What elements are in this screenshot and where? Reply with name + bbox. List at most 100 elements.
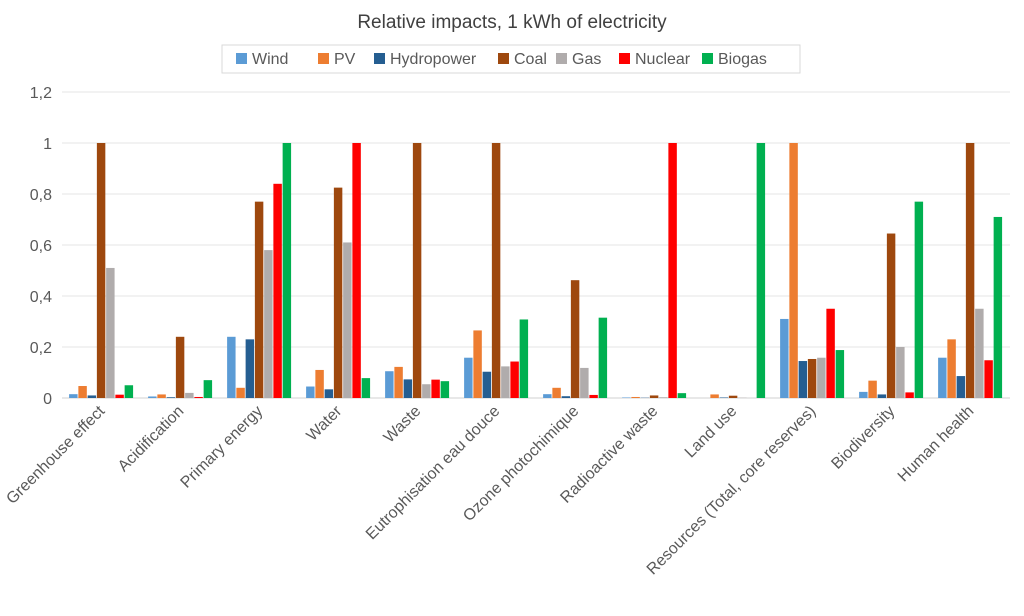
bar-pv-4	[394, 367, 402, 398]
bar-wind-7	[622, 397, 630, 398]
bar-gas-2	[264, 250, 272, 398]
x-tick-label: Biodiversity	[828, 403, 898, 473]
bar-pv-9	[789, 143, 797, 398]
bar-nuclear-1	[194, 397, 202, 398]
y-tick-label: 1,2	[30, 85, 52, 102]
bar-coal-3	[334, 188, 342, 398]
bar-biogas-8	[757, 143, 765, 398]
bar-nuclear-7	[668, 143, 676, 398]
bar-nuclear-0	[115, 395, 123, 398]
bar-wind-4	[385, 371, 393, 398]
bar-wind-2	[227, 337, 235, 398]
bar-hydropower-4	[404, 379, 412, 398]
bar-coal-8	[729, 396, 737, 398]
bar-hydropower-10	[878, 394, 886, 398]
bar-coal-9	[808, 359, 816, 398]
x-tick-label: Waste	[381, 403, 425, 447]
bar-pv-2	[236, 388, 244, 398]
bar-pv-1	[157, 394, 165, 398]
bar-coal-7	[650, 395, 658, 398]
bar-gas-10	[896, 347, 904, 398]
bar-coal-10	[887, 234, 895, 398]
bar-biogas-5	[520, 319, 528, 398]
bar-coal-11	[966, 143, 974, 398]
bar-pv-0	[78, 386, 86, 398]
bar-wind-9	[780, 319, 788, 398]
bar-hydropower-2	[246, 339, 254, 398]
bar-nuclear-10	[905, 392, 913, 398]
bar-pv-11	[947, 339, 955, 398]
x-tick-label: Resources (Total, core reserves)	[644, 403, 819, 578]
legend-swatch-coal	[498, 53, 509, 64]
bar-pv-5	[473, 330, 481, 398]
bar-biogas-9	[836, 350, 844, 398]
y-tick-label: 0,6	[30, 238, 52, 255]
x-tick-label: Acidification	[115, 403, 187, 475]
y-tick-label: 0,4	[30, 289, 52, 306]
bar-biogas-2	[283, 143, 291, 398]
bar-hydropower-6	[562, 396, 570, 398]
bar-biogas-0	[125, 385, 133, 398]
bar-nuclear-2	[273, 184, 281, 398]
bar-gas-7	[659, 397, 667, 398]
bar-hydropower-11	[957, 376, 965, 398]
bar-pv-6	[552, 388, 560, 398]
bar-gas-5	[501, 366, 509, 398]
bar-hydropower-0	[88, 395, 96, 398]
legend-swatch-hydropower	[374, 53, 385, 64]
x-tick-label: Human health	[895, 403, 977, 485]
bar-coal-2	[255, 202, 263, 398]
bar-wind-11	[938, 358, 946, 398]
bar-nuclear-9	[826, 309, 834, 398]
bar-biogas-11	[994, 217, 1002, 398]
bar-coal-0	[97, 143, 105, 398]
bar-gas-1	[185, 393, 193, 398]
legend-label-coal: Coal	[514, 51, 547, 68]
y-tick-label: 1	[43, 136, 52, 153]
y-tick-label: 0,8	[30, 187, 52, 204]
bar-nuclear-4	[431, 380, 439, 398]
legend-swatch-biogas	[702, 53, 713, 64]
x-tick-label: Land use	[682, 403, 741, 462]
bar-biogas-3	[362, 378, 370, 398]
legend-box	[222, 45, 800, 73]
legend-label-wind: Wind	[252, 51, 288, 68]
bar-pv-8	[710, 394, 718, 398]
bar-biogas-7	[678, 393, 686, 398]
bar-gas-4	[422, 384, 430, 398]
bar-hydropower-9	[799, 361, 807, 398]
bar-biogas-10	[915, 202, 923, 398]
bar-wind-10	[859, 392, 867, 398]
bar-coal-4	[413, 143, 421, 398]
y-tick-label: 0	[43, 391, 52, 408]
bar-gas-3	[343, 242, 351, 398]
chart-title: Relative impacts, 1 kWh of electricity	[357, 12, 667, 33]
legend-label-gas: Gas	[572, 51, 601, 68]
bar-wind-0	[69, 394, 77, 398]
bar-biogas-1	[204, 380, 212, 398]
bar-hydropower-5	[483, 372, 491, 398]
bar-coal-1	[176, 337, 184, 398]
bar-pv-3	[315, 370, 323, 398]
bar-gas-0	[106, 268, 114, 398]
bar-nuclear-5	[510, 362, 518, 398]
x-tick-label: Greenhouse effect	[3, 402, 108, 507]
bar-pv-10	[868, 381, 876, 398]
bar-gas-6	[580, 368, 588, 398]
legend-swatch-gas	[556, 53, 567, 64]
bar-nuclear-11	[984, 360, 992, 398]
x-tick-label: Eutrophisation eau douce	[363, 403, 503, 543]
legend-swatch-wind	[236, 53, 247, 64]
bar-gas-9	[817, 358, 825, 398]
bar-gas-11	[975, 309, 983, 398]
bar-wind-5	[464, 358, 472, 398]
bar-biogas-4	[441, 381, 449, 398]
legend-label-hydropower: Hydropower	[390, 51, 477, 68]
bar-wind-3	[306, 387, 314, 398]
legend-swatch-nuclear	[619, 53, 630, 64]
bar-nuclear-3	[352, 143, 360, 398]
bar-coal-6	[571, 280, 579, 398]
legend-label-nuclear: Nuclear	[635, 51, 691, 68]
